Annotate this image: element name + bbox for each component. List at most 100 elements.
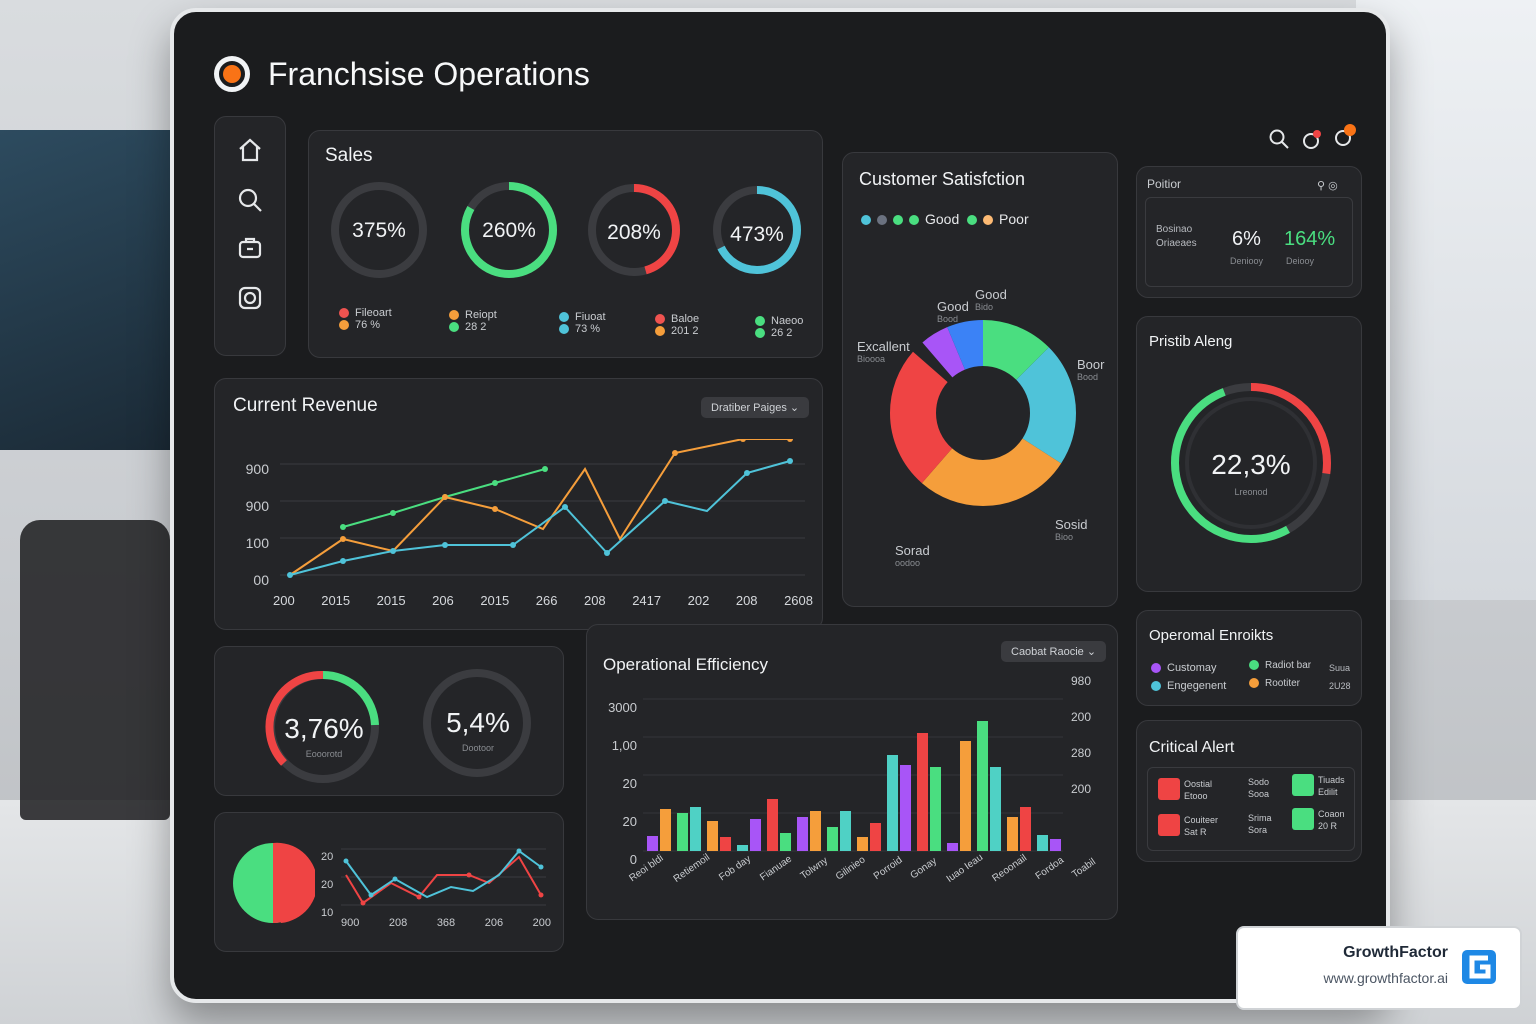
revenue-dropdown[interactable]: Dratiber Paiges ⌄: [701, 397, 810, 418]
critical-alert-ok-2-icon: [1292, 808, 1314, 830]
enrollment-legend-right: Radiot bar Rootiter: [1249, 657, 1311, 693]
efficiency-dropdown[interactable]: Caobat Raocie ⌄: [1001, 641, 1107, 662]
brand-url[interactable]: www.growthfactor.ai: [1323, 970, 1449, 986]
sat-label-sosid: Sosid Bioo: [1055, 517, 1088, 542]
satisfaction-legend: Good Poor: [861, 211, 1029, 227]
critical-alert-item-2-icon: [1158, 814, 1180, 836]
search-nav-icon[interactable]: [235, 185, 265, 215]
efficiency-bar: [677, 813, 688, 851]
efficiency-bar: [1037, 835, 1048, 851]
efficiency-bar: [660, 809, 671, 851]
gauge-1-sub: Eooorotd: [305, 749, 343, 759]
mini-pie-chart: [233, 842, 315, 923]
summary-value-1: 6%: [1232, 228, 1261, 250]
efficiency-bar: [900, 765, 911, 851]
sales-legend-4: Baloe 201 2: [655, 313, 699, 337]
page-title: Franchsise Operations: [268, 56, 590, 92]
alert-icon[interactable]: [1332, 122, 1358, 155]
sat-label-good-1: Good Bood: [937, 299, 969, 324]
sales-legend-1: Fileoart 76 %: [339, 307, 392, 331]
alert-ring-value: 22,3%: [1211, 449, 1291, 480]
home-icon[interactable]: [235, 135, 265, 165]
gauge-2-sub: Dootoor: [461, 743, 495, 753]
efficiency-bar: [1020, 807, 1031, 851]
camera-icon[interactable]: [235, 283, 265, 313]
enrollment-title: Operomal Enroikts: [1149, 627, 1274, 644]
efficiency-bars: [647, 721, 1061, 851]
gauge-2-value: 5,4%: [446, 707, 510, 738]
sidebar: [214, 116, 286, 356]
summary-value-1-sub: Deniooy: [1230, 256, 1264, 266]
background-chair: [20, 520, 170, 820]
efficiency-bar: [887, 755, 898, 851]
efficiency-bar: [750, 819, 761, 851]
sat-label-boor: Boor Bood: [1077, 357, 1105, 382]
sales-ring-4-value: 473%: [730, 223, 784, 246]
critical-alert-item-1: Oostial Etooo: [1184, 779, 1213, 801]
sat-label-sorad: Sorad oodoo: [895, 543, 930, 568]
enrollment-panel: Operomal Enroikts Customay Engegenent Ra…: [1136, 610, 1362, 706]
efficiency-bar: [1007, 817, 1018, 851]
alert-ring-panel: Pristib Aleng 22,3% Lreonod: [1136, 316, 1362, 592]
efficiency-bar: [707, 821, 718, 851]
mini-chart-panel: 20 20 10 900 208 368 206 200: [214, 812, 564, 952]
sales-ring-1-value: 375%: [352, 219, 406, 242]
efficiency-y-left: 3000 1,00 20 20 0: [608, 700, 637, 867]
critical-alert-panel: Critical Alert Oostial Etooo Sodo Sooa Cou…: [1136, 720, 1362, 862]
brand-badge[interactable]: GrowthFactor www.growthfactor.ai: [1236, 926, 1522, 1010]
efficiency-bar: [960, 741, 971, 851]
logo-icon: [214, 56, 250, 92]
summary-search-icon[interactable]: ⚲ ◎: [1317, 180, 1338, 192]
briefcase-icon[interactable]: [235, 233, 265, 263]
critical-alert-item-1-icon: [1158, 778, 1180, 800]
efficiency-y-right: 980 200 280 200: [1071, 674, 1092, 796]
critical-alert-ok-2: Coaon 20 R: [1318, 809, 1345, 831]
critical-alert-title: Critical Alert: [1149, 739, 1235, 756]
efficiency-bar: [827, 827, 838, 851]
critical-alert-item-2: Couiteer Sat R: [1184, 815, 1219, 837]
alert-ring-title: Pristib Aleng: [1149, 333, 1233, 350]
critical-alert-item-2-values: Srima Sora: [1248, 813, 1272, 835]
alert-ring-chart: [1171, 383, 1331, 543]
notification-icon[interactable]: [1300, 128, 1324, 157]
summary-title: Poitior: [1147, 177, 1182, 191]
sales-legend-3: Fiuoat 73 %: [559, 311, 606, 335]
revenue-panel: Current Revenue Dratiber Paiges ⌄ 900 900…: [214, 378, 823, 630]
efficiency-bar: [857, 837, 868, 851]
sales-title: Sales: [325, 145, 373, 166]
sales-rings: [331, 182, 801, 278]
summary-value-2-sub: Deiooy: [1286, 256, 1315, 266]
sat-label-excellent: Excallent Bioooa: [857, 339, 910, 364]
efficiency-bar: [690, 807, 701, 851]
search-icon[interactable]: [1268, 128, 1290, 155]
efficiency-bar: [1050, 839, 1061, 851]
summary-panel: Poitior ⚲ ◎ Bosinao Oriaeaes 6% Deniooy …: [1136, 166, 1362, 298]
sat-label-good-2: Good Bido: [975, 287, 1007, 312]
background-screen: [0, 130, 175, 450]
critical-alert-ok-1-icon: [1292, 774, 1314, 796]
satisfaction-donut: [890, 320, 1076, 506]
satisfaction-title: Customer Satisfction: [859, 169, 1026, 189]
efficiency-bar: [917, 733, 928, 851]
gauges-panel: 3,76% Eooorotd 5,4% Dootoor: [214, 646, 564, 796]
enrollment-legend-left: Customay Engegenent: [1151, 659, 1226, 695]
dashboard-monitor: Franchsise Operations Sales: [170, 8, 1390, 1003]
mini-y-axis: 20 20 10: [321, 851, 334, 919]
revenue-x-axis: 200 2015 2015 206 2015 266 208 2417 202 208 2608: [273, 593, 813, 608]
efficiency-bar: [870, 823, 881, 851]
critical-alert-ok-1: Tiuads Edilit: [1318, 775, 1345, 797]
efficiency-bar: [840, 811, 851, 851]
efficiency-bar: [797, 817, 808, 851]
efficiency-bar: [767, 799, 778, 851]
chevron-down-icon: ⌄: [789, 402, 800, 414]
sales-legend-5: Naeoo 26 2: [755, 315, 803, 339]
enrollment-values: Suua 2U28: [1329, 663, 1351, 691]
efficiency-panel: Operational Efficiency Caobat Raocie ⌄ 3…: [586, 624, 1118, 920]
mini-line-chart: [341, 848, 546, 906]
revenue-y-axis: 900 900 100 00: [245, 461, 269, 588]
mini-x-axis: 900 208 368 206 200: [341, 917, 551, 929]
critical-alert-item-1-values: Sodo Sooa: [1248, 777, 1270, 799]
brand-logo-icon: [1460, 948, 1498, 991]
satisfaction-panel: Customer Satisfction Good Poor Good Bood …: [842, 152, 1118, 607]
efficiency-x-axis: Reoi bldi Retiemoil Fob day Fianuae Tolwny Gi…: [627, 852, 1098, 885]
